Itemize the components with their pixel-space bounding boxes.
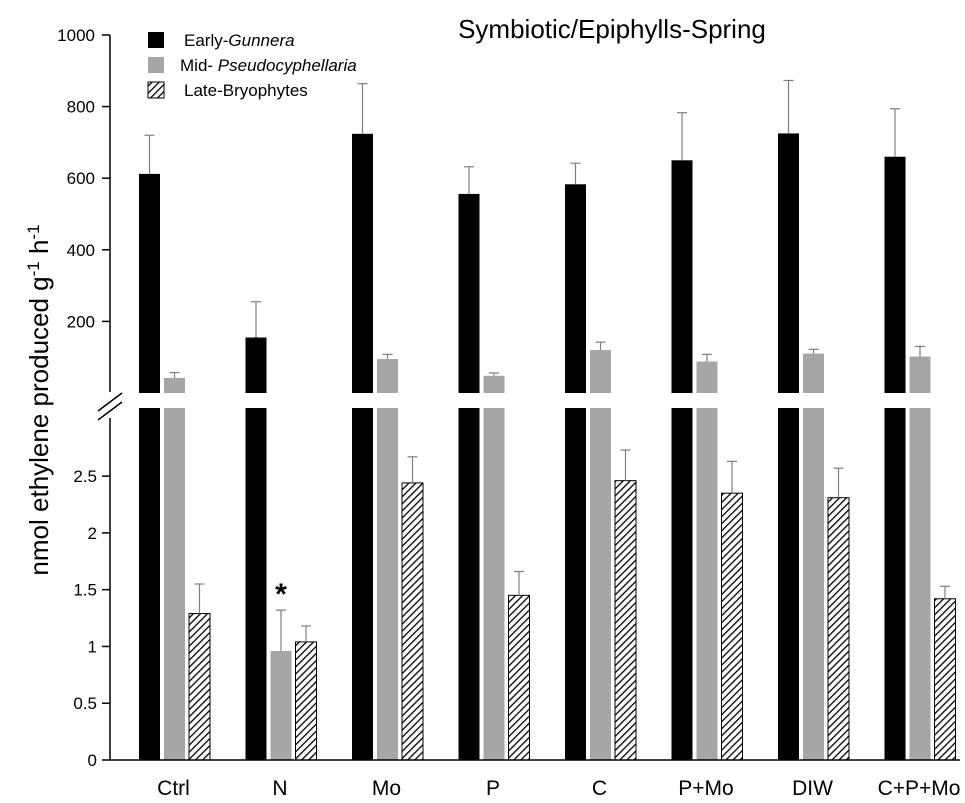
- legend: Early-Gunnera Mid- Pseudocyphellaria Lat…: [147, 31, 357, 100]
- bar-mid-upper-Mo: [377, 358, 398, 393]
- bar-mid-lower-Ctrl: [164, 408, 185, 760]
- bar-mid-lower-N: [270, 650, 292, 760]
- bar-early-lower-P+Mo: [671, 408, 693, 760]
- x-tick-label-DIW: DIW: [792, 777, 833, 800]
- bar-early-lower-C+P+Mo: [884, 408, 906, 760]
- bar-mid-lower-DIW: [803, 408, 824, 760]
- y-axis-label-mid: h: [24, 240, 54, 262]
- x-tick-label-Mo: Mo: [372, 777, 401, 800]
- x-tick-label-Ctrl: Ctrl: [157, 777, 190, 800]
- bar-late-P+Mo: [721, 492, 743, 761]
- x-tick-label-N: N: [272, 777, 287, 800]
- bar-late-DIW: [827, 497, 850, 761]
- x-tick-label-C+P+Mo: C+P+Mo: [878, 777, 961, 800]
- y-tick-label-lower-3: 1.5: [73, 581, 97, 600]
- y-axis-label-main: nmol ethylene produced g: [24, 276, 54, 575]
- y-tick-label-upper-200: 200: [67, 312, 95, 331]
- bars-layer: [139, 79, 956, 761]
- legend-swatch-late: [147, 81, 165, 99]
- legend-swatch-mid: [148, 57, 164, 73]
- bar-mid-upper-C+P+Mo: [909, 356, 931, 393]
- y-axis-label: nmol ethylene produced g-1 h-1: [24, 224, 55, 575]
- axes-layer: Ctrl N Mo P C P+Mo DIW C+P+Mo * 200 400 600 800 1000 0…: [57, 26, 960, 800]
- bar-early-upper-P: [458, 193, 480, 393]
- significance-asterisk: *: [275, 578, 287, 611]
- bar-mid-lower-P+Mo: [696, 408, 718, 760]
- bar-late-Mo: [401, 482, 424, 761]
- bar-mid-upper-C: [590, 350, 611, 393]
- bar-early-upper-C: [565, 184, 586, 393]
- bar-early-lower-DIW: [778, 408, 799, 760]
- y-axis-label-sup2: -1: [24, 224, 43, 239]
- bar-mid-upper-DIW: [803, 353, 824, 393]
- bar-early-upper-N: [245, 337, 267, 393]
- y-tick-label-upper-600: 600: [67, 169, 95, 188]
- x-tick-label-P+Mo: P+Mo: [678, 777, 733, 800]
- y-tick-label-lower-0: 0: [88, 751, 97, 770]
- axis-break-mark-2: [97, 401, 123, 421]
- bar-late-N: [295, 641, 317, 761]
- y-axis-label-sup1: -1: [24, 261, 43, 276]
- bar-early-lower-P: [458, 408, 480, 760]
- x-tick-label-C: C: [592, 777, 607, 800]
- bar-early-upper-C+P+Mo: [884, 156, 906, 393]
- bar-late-P: [508, 594, 530, 761]
- bar-mid-lower-P: [483, 408, 505, 760]
- y-tick-label-upper-800: 800: [67, 98, 95, 117]
- bar-mid-lower-C+P+Mo: [909, 408, 931, 760]
- x-tick-label-P: P: [486, 777, 500, 800]
- bar-early-lower-C: [565, 408, 586, 760]
- chart-title: Symbiotic/Epiphylls-Spring: [458, 14, 766, 44]
- legend-label-late: Late-Bryophytes: [184, 81, 308, 100]
- y-tick-label-lower-4: 2: [88, 524, 97, 543]
- legend-label-mid: Mid- Pseudocyphellaria: [180, 56, 357, 75]
- legend-swatch-early: [148, 32, 164, 48]
- bar-mid-upper-Ctrl: [164, 377, 185, 393]
- legend-label-early: Early-Gunnera: [184, 31, 295, 50]
- y-tick-label-upper-400: 400: [67, 241, 95, 260]
- bar-early-lower-Mo: [352, 408, 373, 760]
- bar-early-upper-P+Mo: [671, 160, 693, 393]
- bar-early-lower-Ctrl: [139, 408, 160, 760]
- bar-early-upper-DIW: [778, 133, 799, 393]
- bar-late-Ctrl: [188, 613, 211, 761]
- y-tick-label-lower-5: 2.5: [73, 467, 97, 486]
- y-tick-label-upper-1000: 1000: [57, 26, 95, 45]
- bar-late-C+P+Mo: [934, 598, 956, 761]
- bar-late-C: [614, 480, 637, 761]
- bar-mid-upper-P: [483, 375, 505, 393]
- bar-early-upper-Ctrl: [139, 173, 160, 393]
- axis-break-mark-1: [97, 392, 123, 412]
- bar-mid-lower-Mo: [377, 408, 398, 760]
- bar-early-lower-N: [245, 408, 267, 760]
- bar-early-upper-Mo: [352, 133, 373, 394]
- y-tick-label-lower-2: 1: [88, 637, 97, 656]
- bar-mid-lower-C: [590, 408, 611, 760]
- y-tick-label-lower-1: 0.5: [73, 694, 97, 713]
- bar-mid-upper-P+Mo: [696, 361, 718, 393]
